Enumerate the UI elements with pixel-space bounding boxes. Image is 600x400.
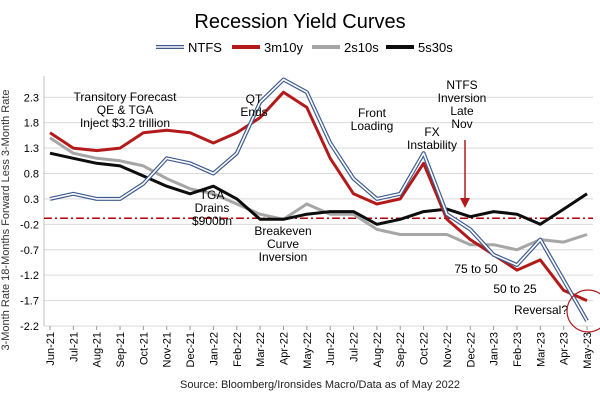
y-tick-label: -1.7 [20, 296, 39, 308]
x-tick-label: Oct-21 [138, 332, 150, 365]
y-tick-label: 0.3 [24, 194, 39, 206]
y-tick-label: 1.8 [24, 118, 39, 130]
y-axis-label: 3-Month Rate 18-Months Forward Less 3-Mo… [0, 89, 12, 350]
annotation-reversal: Reversal? [514, 303, 568, 317]
y-tick-label: -2.2 [20, 321, 39, 333]
x-tick-label: Jun-22 [325, 332, 337, 366]
legend-label-3m10y: 3m10y [264, 40, 304, 55]
x-tick-label: Mar-22 [255, 332, 267, 367]
x-tick-label: Aug-21 [92, 332, 104, 367]
ntfs-inversion-arrow-head [460, 198, 470, 208]
y-axis-ticks: 2.3 1.8 1.3 0.8 0.3 -0.2 -0.7 -1.2 -1.7 -2.2 [20, 92, 39, 333]
chart-title: Recession Yield Curves [194, 11, 405, 33]
legend-label-5s30s: 5s30s [418, 40, 453, 55]
legend-label-ntfs: NTFS [188, 40, 222, 55]
y-tick-label: -0.7 [20, 245, 39, 257]
x-tick-label: Jul-21 [68, 332, 80, 362]
x-tick-label: Nov-21 [162, 332, 174, 367]
x-tick-label: Nov-22 [442, 332, 454, 367]
x-tick-label: May-22 [302, 332, 314, 369]
reversal-highlight-circle [566, 289, 600, 333]
annotation-tga: TGA Drains $900bn [192, 188, 232, 228]
gridlines [43, 76, 593, 327]
x-tick-label: Aug-22 [372, 332, 384, 367]
x-tick-label: Sep-22 [395, 332, 407, 367]
x-tick-label: Jan-23 [489, 332, 501, 366]
series-lines [49, 77, 589, 322]
y-tick-label: 0.8 [24, 169, 39, 181]
x-tick-label: Apr-23 [559, 332, 571, 365]
y-tick-label: 1.3 [24, 143, 39, 155]
x-tick-label: Jul-22 [349, 332, 361, 362]
series-line-ntfs [49, 78, 588, 322]
annotation-transitory: Transitory Forecast QE & TGA Inject $3.2 t… [74, 90, 178, 130]
annotation-hike50: 50 to 25 [493, 282, 537, 296]
source-note: Source: Bloomberg/Ironsides Macro/Data a… [180, 379, 460, 391]
annotation-hike75: 75 to 50 [454, 262, 498, 276]
x-tick-label: Dec-21 [185, 332, 197, 367]
series-line-2s10s [49, 136, 588, 252]
annotations: Transitory Forecast QE & TGA Inject $3.2 t… [74, 78, 600, 333]
x-tick-label: Mar-23 [535, 332, 547, 367]
x-tick-label: Feb-23 [512, 332, 524, 367]
x-tick-label: Sep-21 [115, 332, 127, 367]
x-tick-label: Jun-21 [45, 332, 57, 366]
legend: NTFS 3m10y 2s10s 5s30s [156, 40, 453, 55]
annotation-breakeven: Breakeven Curve Inversion [254, 224, 311, 264]
annotation-ntfs_inv: NTFS Inversion Late Nov [438, 78, 487, 131]
annotation-fx: FX Instability [407, 125, 457, 152]
series-line-5s30s [49, 151, 588, 226]
x-tick-label: Dec-22 [465, 332, 477, 367]
annotation-qt: QT Ends [240, 92, 267, 119]
x-tick-label: Oct-22 [419, 332, 431, 365]
x-axis-ticks: Jun-21 Jul-21 Aug-21 Sep-21 Oct-21 Nov-21 Dec-… [45, 326, 594, 369]
y-tick-label: -0.2 [20, 219, 39, 231]
y-tick-label: 2.3 [24, 92, 39, 104]
x-tick-label: Apr-22 [278, 332, 290, 365]
x-tick-label: Feb-22 [232, 332, 244, 367]
y-tick-label: -1.2 [20, 270, 39, 282]
legend-label-2s10s: 2s10s [344, 40, 379, 55]
annotation-front: Front Loading [351, 106, 394, 133]
x-tick-label: Jan-22 [208, 332, 220, 366]
x-tick-label: May-23 [582, 332, 594, 369]
